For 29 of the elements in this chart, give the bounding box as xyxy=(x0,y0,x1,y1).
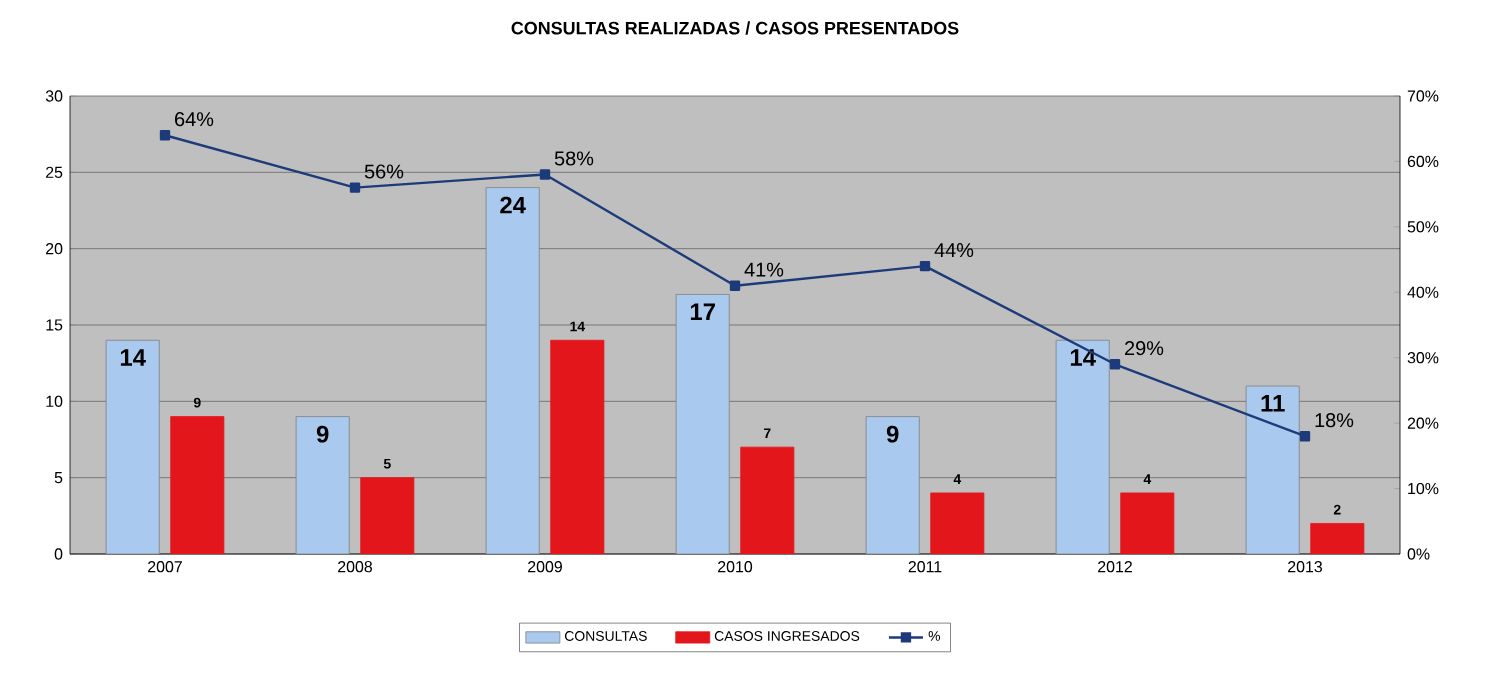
bar xyxy=(485,187,540,554)
data-label: 44% xyxy=(934,243,974,258)
data-label: 14 xyxy=(120,349,146,366)
data-label: 9 xyxy=(316,425,329,443)
point xyxy=(349,182,361,193)
point xyxy=(1109,359,1121,370)
data-label: 24 xyxy=(500,196,526,214)
bar xyxy=(1245,385,1300,554)
data-label: 14 xyxy=(1070,349,1096,366)
data-label: 11 xyxy=(1261,395,1285,412)
point xyxy=(159,130,171,141)
bar xyxy=(865,416,920,554)
data-label: 64% xyxy=(175,112,214,127)
data-label: 18% xyxy=(1315,413,1354,428)
data-label: 29% xyxy=(1125,341,1164,356)
bar xyxy=(295,416,350,554)
data-label: 41% xyxy=(744,262,784,277)
data-label: 17 xyxy=(690,303,715,320)
point xyxy=(729,280,741,291)
bar xyxy=(675,294,730,554)
point xyxy=(919,260,931,272)
bar xyxy=(1055,339,1110,554)
point xyxy=(1299,431,1311,442)
point xyxy=(539,169,551,180)
chart-title: CONSULTAS REALIZADAS / CASOS PRESENTADOS xyxy=(511,21,959,35)
data-label: 58% xyxy=(554,151,594,166)
data-label: 56% xyxy=(364,164,404,179)
data-label: 9 xyxy=(886,425,899,443)
bar xyxy=(105,339,160,554)
